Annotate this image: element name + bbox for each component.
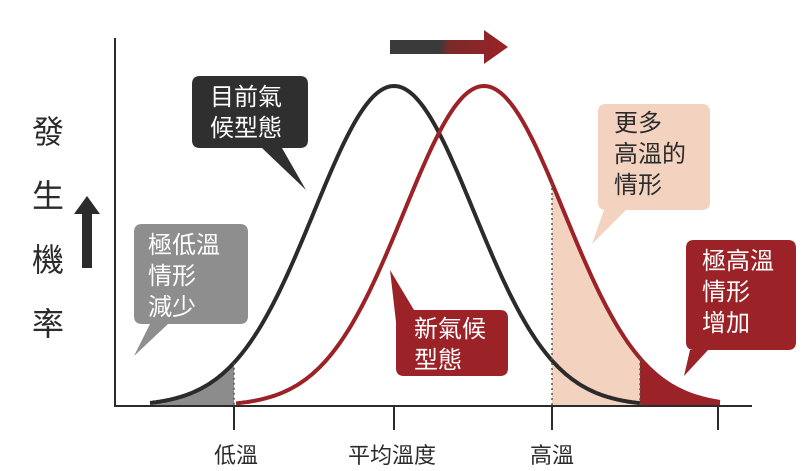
y-axis-label-char: 機	[31, 241, 64, 279]
callout-extreme-low	[134, 224, 248, 356]
callout-more-hot-text: 更多 高溫的 情形	[614, 109, 686, 199]
extreme-high-area	[640, 358, 720, 406]
callout-current-climate-text: 目前氣 候型態	[210, 83, 282, 142]
right-arrow-icon	[390, 30, 508, 64]
up-arrow-icon	[74, 196, 100, 268]
callout-extreme-high-text: 極高溫 情形 增加	[702, 247, 774, 337]
x-tick-label-high: 高溫	[529, 444, 575, 469]
y-axis-label-char: 生	[31, 177, 64, 215]
current-climate-curve	[149, 83, 641, 406]
callout-new-climate-text: 新氣候 型態	[414, 315, 486, 374]
callout-more-hot	[592, 104, 710, 244]
x-tick-label-mean: 平均溫度	[347, 444, 437, 469]
extreme-low-area	[150, 362, 234, 406]
y-axis-label: 發 生 機 率	[28, 100, 68, 356]
callout-current-climate	[192, 76, 308, 190]
callout-extreme-low-text: 極低溫 情形 減少	[148, 231, 220, 321]
y-axis-label-char: 發	[31, 113, 64, 151]
callout-extreme-high	[684, 240, 796, 376]
x-tick-label-low: 低溫	[213, 444, 259, 469]
new-climate-curve	[235, 83, 721, 406]
y-axis-label-char: 率	[31, 305, 64, 343]
callout-new-climate	[390, 270, 508, 376]
